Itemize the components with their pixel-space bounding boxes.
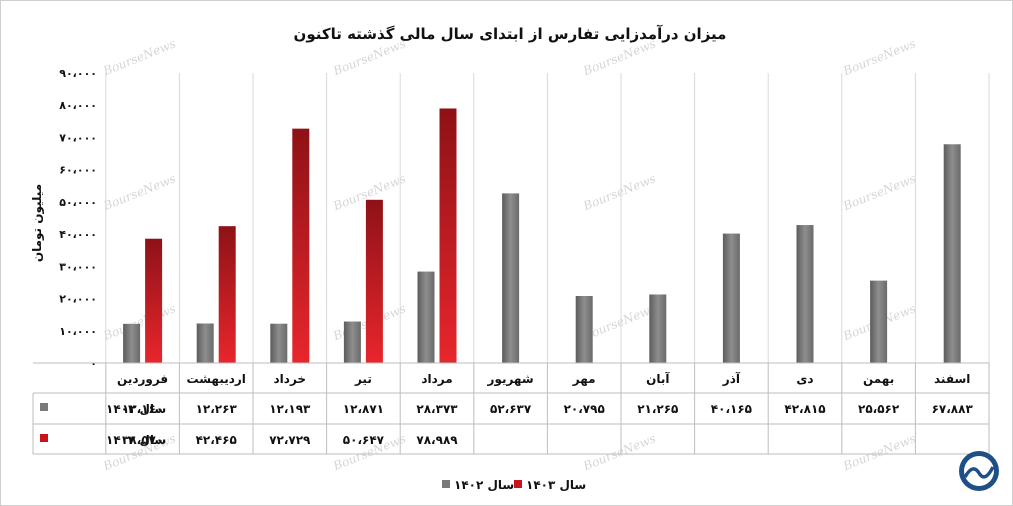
chart-title: میزان درآمدزایی تفارس از ابتدای سال مالی… — [294, 25, 727, 43]
category-label: دی — [796, 372, 813, 386]
y-tick-label: ۹۰،۰۰۰ — [59, 67, 97, 80]
legend-label-1: سال ۱۴۰۲ — [454, 478, 514, 492]
watermark-text: BourseNews — [580, 431, 657, 473]
category-label: تیر — [354, 372, 372, 386]
y-axis-label: میلیون تومان — [30, 184, 45, 262]
bar-1402-10 — [796, 225, 814, 363]
brand-logo — [959, 451, 999, 491]
data-label-series-1: ۵۲،۶۳۷ — [490, 402, 532, 416]
y-tick-label: ۵۰،۰۰۰ — [59, 196, 97, 209]
data-label-series-1: ۱۲،۲۶۳ — [196, 402, 238, 416]
bar-1402-11 — [870, 280, 888, 363]
data-label-series-1: ۴۰،۱۶۵ — [711, 402, 752, 416]
legend-swatch-1 — [442, 480, 450, 488]
table-legend-key — [40, 434, 48, 442]
data-label-series-1: ۱۲،۸۷۱ — [343, 402, 384, 416]
bar-1402-4 — [343, 321, 361, 363]
category-label: مرداد — [421, 372, 452, 386]
data-label-series-2: ۳۸،۵۷۰ — [122, 433, 163, 447]
data-label-series-2: ۷۲،۷۲۹ — [269, 433, 311, 447]
bar-1402-8 — [649, 294, 667, 363]
data-label-series-2: ۷۸،۹۸۹ — [416, 433, 458, 447]
bar-1402-5 — [417, 271, 435, 363]
y-tick-label: ۸۰،۰۰۰ — [59, 99, 97, 112]
bar-1402-12 — [943, 144, 961, 363]
data-label-series-1: ۴۲،۸۱۵ — [784, 402, 825, 416]
legend-label-2: سال ۱۴۰۳ — [526, 478, 586, 492]
data-label-series-1: ۱۲،۱۹۳ — [269, 402, 311, 416]
category-label: خرداد — [274, 372, 307, 386]
data-label-series-2: ۴۲،۴۶۵ — [196, 433, 237, 447]
data-label-series-1: ۱۲،۱۶۰ — [122, 402, 163, 416]
category-label: اسفند — [934, 372, 970, 386]
bar-1403-5 — [439, 108, 457, 363]
watermark-text: BourseNews — [100, 36, 177, 78]
category-label: بهمن — [863, 372, 894, 386]
y-tick-label: ۱۰،۰۰۰ — [59, 325, 97, 338]
table-legend-key — [40, 403, 48, 411]
watermark-text: BourseNews — [840, 36, 917, 78]
y-tick-label: ۳۰،۰۰۰ — [59, 260, 97, 273]
bar-1402-3 — [270, 323, 288, 363]
category-label: آبان — [646, 371, 670, 386]
category-label: مهر — [572, 372, 596, 386]
watermark-text: BourseNews — [100, 171, 177, 213]
table-series-name: سال ۱۴۰۲ — [106, 402, 166, 416]
bar-1403-3 — [292, 128, 310, 363]
category-label: شهریور — [487, 372, 534, 387]
watermark-text: BourseNews — [840, 431, 917, 473]
bar-1402-2 — [196, 323, 214, 363]
legend-swatch-2 — [514, 480, 522, 488]
bar-1403-2 — [218, 226, 236, 363]
y-tick-label: ۴۰،۰۰۰ — [59, 228, 97, 241]
category-label: فروردین — [117, 372, 168, 387]
data-label-series-1: ۲۸،۳۷۳ — [416, 402, 458, 416]
watermark-text: BourseNews — [840, 171, 917, 213]
data-label-series-1: ۲۱،۲۶۵ — [637, 402, 678, 416]
data-label-series-1: ۲۵،۵۶۲ — [858, 402, 900, 416]
y-tick-label: ۶۰،۰۰۰ — [59, 164, 97, 177]
bar-1402-6 — [502, 193, 520, 363]
category-label: آذر — [722, 371, 741, 386]
watermark-text: BourseNews — [580, 171, 657, 213]
bar-1403-1 — [145, 238, 163, 363]
bar-1402-7 — [575, 295, 593, 363]
bar-1402-9 — [722, 233, 740, 363]
category-label: اردیبهشت — [186, 372, 245, 386]
y-tick-label: ۲۰،۰۰۰ — [59, 293, 97, 306]
bar-1402-1 — [123, 323, 141, 363]
y-tick-label: ۷۰،۰۰۰ — [59, 131, 97, 144]
data-label-series-1: ۶۷،۸۸۳ — [932, 402, 974, 416]
bar-1403-4 — [365, 199, 383, 363]
data-label-series-1: ۲۰،۷۹۵ — [564, 402, 605, 416]
table-series-name: سال ۱۴۰۳ — [106, 433, 166, 447]
data-label-series-2: ۵۰،۶۴۷ — [343, 433, 385, 447]
